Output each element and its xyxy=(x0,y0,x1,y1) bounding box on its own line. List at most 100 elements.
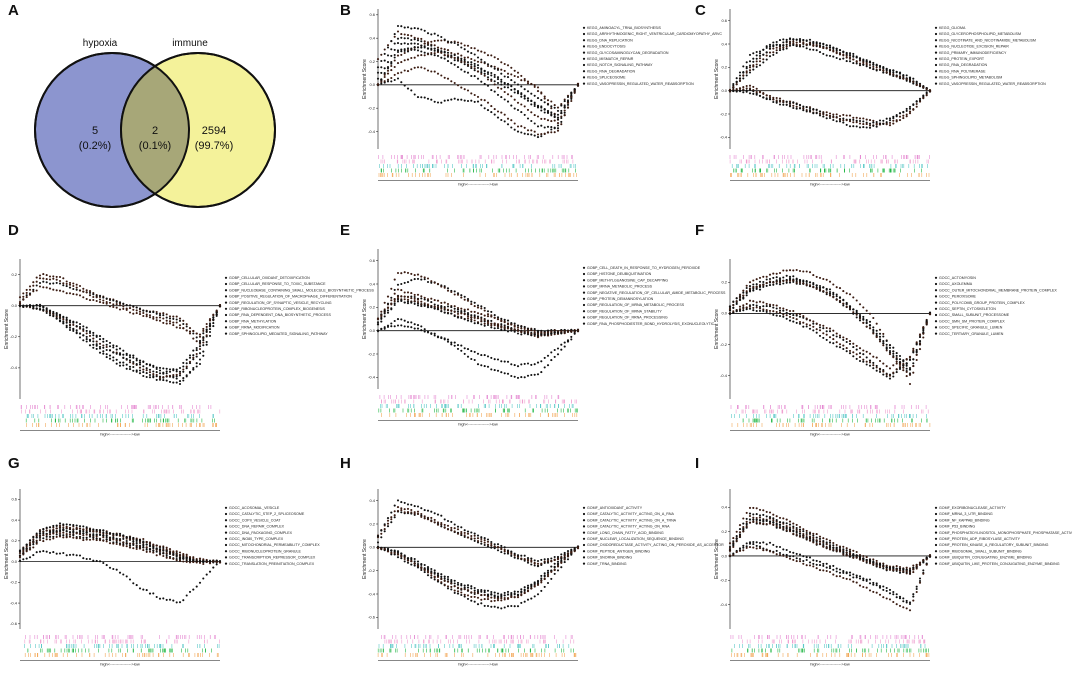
curve-point xyxy=(828,292,832,295)
curve-point xyxy=(463,48,466,51)
curve-point xyxy=(768,43,772,46)
curve-point xyxy=(102,346,105,349)
curve-point xyxy=(785,40,788,43)
curve-point xyxy=(556,347,560,350)
curve-point xyxy=(516,90,520,94)
curve-point xyxy=(202,327,205,330)
curve-point xyxy=(215,313,218,316)
curve-point xyxy=(520,327,523,330)
curve-point xyxy=(523,77,526,81)
curve-point xyxy=(450,54,453,57)
curve-point xyxy=(403,59,406,62)
curve-point xyxy=(778,306,782,310)
curve-point xyxy=(490,105,493,108)
curve-point xyxy=(400,50,403,53)
curve-point xyxy=(536,104,540,107)
curve-point xyxy=(868,63,872,67)
curve-point xyxy=(526,97,530,100)
curve-point xyxy=(476,100,480,103)
legend-marker xyxy=(934,45,938,48)
curve-point xyxy=(95,335,98,338)
curve-point xyxy=(772,310,775,313)
curve-point xyxy=(908,107,912,110)
curve-point xyxy=(862,58,865,61)
curve-point xyxy=(543,356,546,359)
curve-point xyxy=(888,351,892,354)
curve-point xyxy=(420,54,423,57)
curve-point xyxy=(540,99,543,102)
curve-point xyxy=(383,301,386,304)
curve-point xyxy=(155,371,158,374)
curve-point xyxy=(92,559,95,562)
curve-point xyxy=(420,37,423,40)
curve-point xyxy=(68,292,72,295)
curve-point xyxy=(476,315,480,318)
curve-point xyxy=(905,367,908,370)
curve-point xyxy=(386,72,390,75)
curve-point xyxy=(882,370,885,373)
curve-point xyxy=(68,326,72,329)
legend-item: GOBP_CELLULAR_OXIDANT_DETOXIFICATION xyxy=(229,276,310,280)
curve-point xyxy=(125,363,128,366)
curve-point xyxy=(798,320,802,324)
curve-point xyxy=(732,300,735,303)
curve-point xyxy=(416,54,420,57)
curve-point xyxy=(35,551,38,554)
curve-point xyxy=(383,326,386,329)
curve-point xyxy=(852,296,855,299)
curve-point xyxy=(828,330,832,333)
curve-point xyxy=(195,346,198,350)
curve-point xyxy=(513,107,516,110)
curve-point xyxy=(453,40,456,43)
curve-point xyxy=(443,50,446,53)
curve-point xyxy=(476,363,480,366)
curve-point xyxy=(446,312,450,315)
curve-point xyxy=(772,45,775,48)
curve-point xyxy=(38,550,42,553)
curve-point xyxy=(855,121,858,124)
curve-point xyxy=(453,293,456,296)
curve-point xyxy=(772,303,775,307)
curve-point xyxy=(460,98,463,101)
curve-point xyxy=(142,371,145,374)
curve-point xyxy=(423,54,426,57)
legend-item: GOBP_HISTONE_DEUBIQUITINATION xyxy=(587,272,652,276)
curve-point xyxy=(815,43,818,47)
legend-item: GOCC_SEPTIN_CYTOSKELETON xyxy=(939,307,996,311)
curve-point xyxy=(822,113,825,116)
curve-point xyxy=(892,371,895,374)
curve-point xyxy=(400,36,403,39)
curve-point xyxy=(436,49,440,52)
rank-row xyxy=(21,409,221,414)
curve-point xyxy=(406,37,410,40)
curve-point xyxy=(822,324,825,327)
curve-point xyxy=(386,80,390,83)
curve-point xyxy=(506,327,510,330)
y-tick-label: -0.4 xyxy=(720,373,728,378)
curve-point xyxy=(560,330,563,333)
curve-point xyxy=(128,354,132,357)
curve-point xyxy=(752,85,755,88)
curve-point xyxy=(483,306,486,310)
curve-point xyxy=(446,302,450,306)
curve-point xyxy=(460,349,463,352)
curve-point xyxy=(768,98,772,101)
curve-point xyxy=(752,279,755,282)
curve-point xyxy=(470,57,473,61)
curve-point xyxy=(762,61,765,64)
series-curve xyxy=(728,42,932,93)
curve-point xyxy=(192,358,195,361)
curve-point xyxy=(393,298,396,301)
curve-point xyxy=(440,307,443,310)
curve-point xyxy=(818,42,822,45)
panel-letter-f: F xyxy=(695,222,705,239)
curve-point xyxy=(556,353,560,356)
curve-point xyxy=(92,295,95,299)
curve-point xyxy=(815,42,818,45)
curve-point xyxy=(573,91,576,94)
curve-point xyxy=(400,25,403,28)
curve-point xyxy=(506,93,510,96)
curve-point xyxy=(556,122,560,125)
curve-point xyxy=(878,368,882,371)
curve-point xyxy=(785,38,788,41)
